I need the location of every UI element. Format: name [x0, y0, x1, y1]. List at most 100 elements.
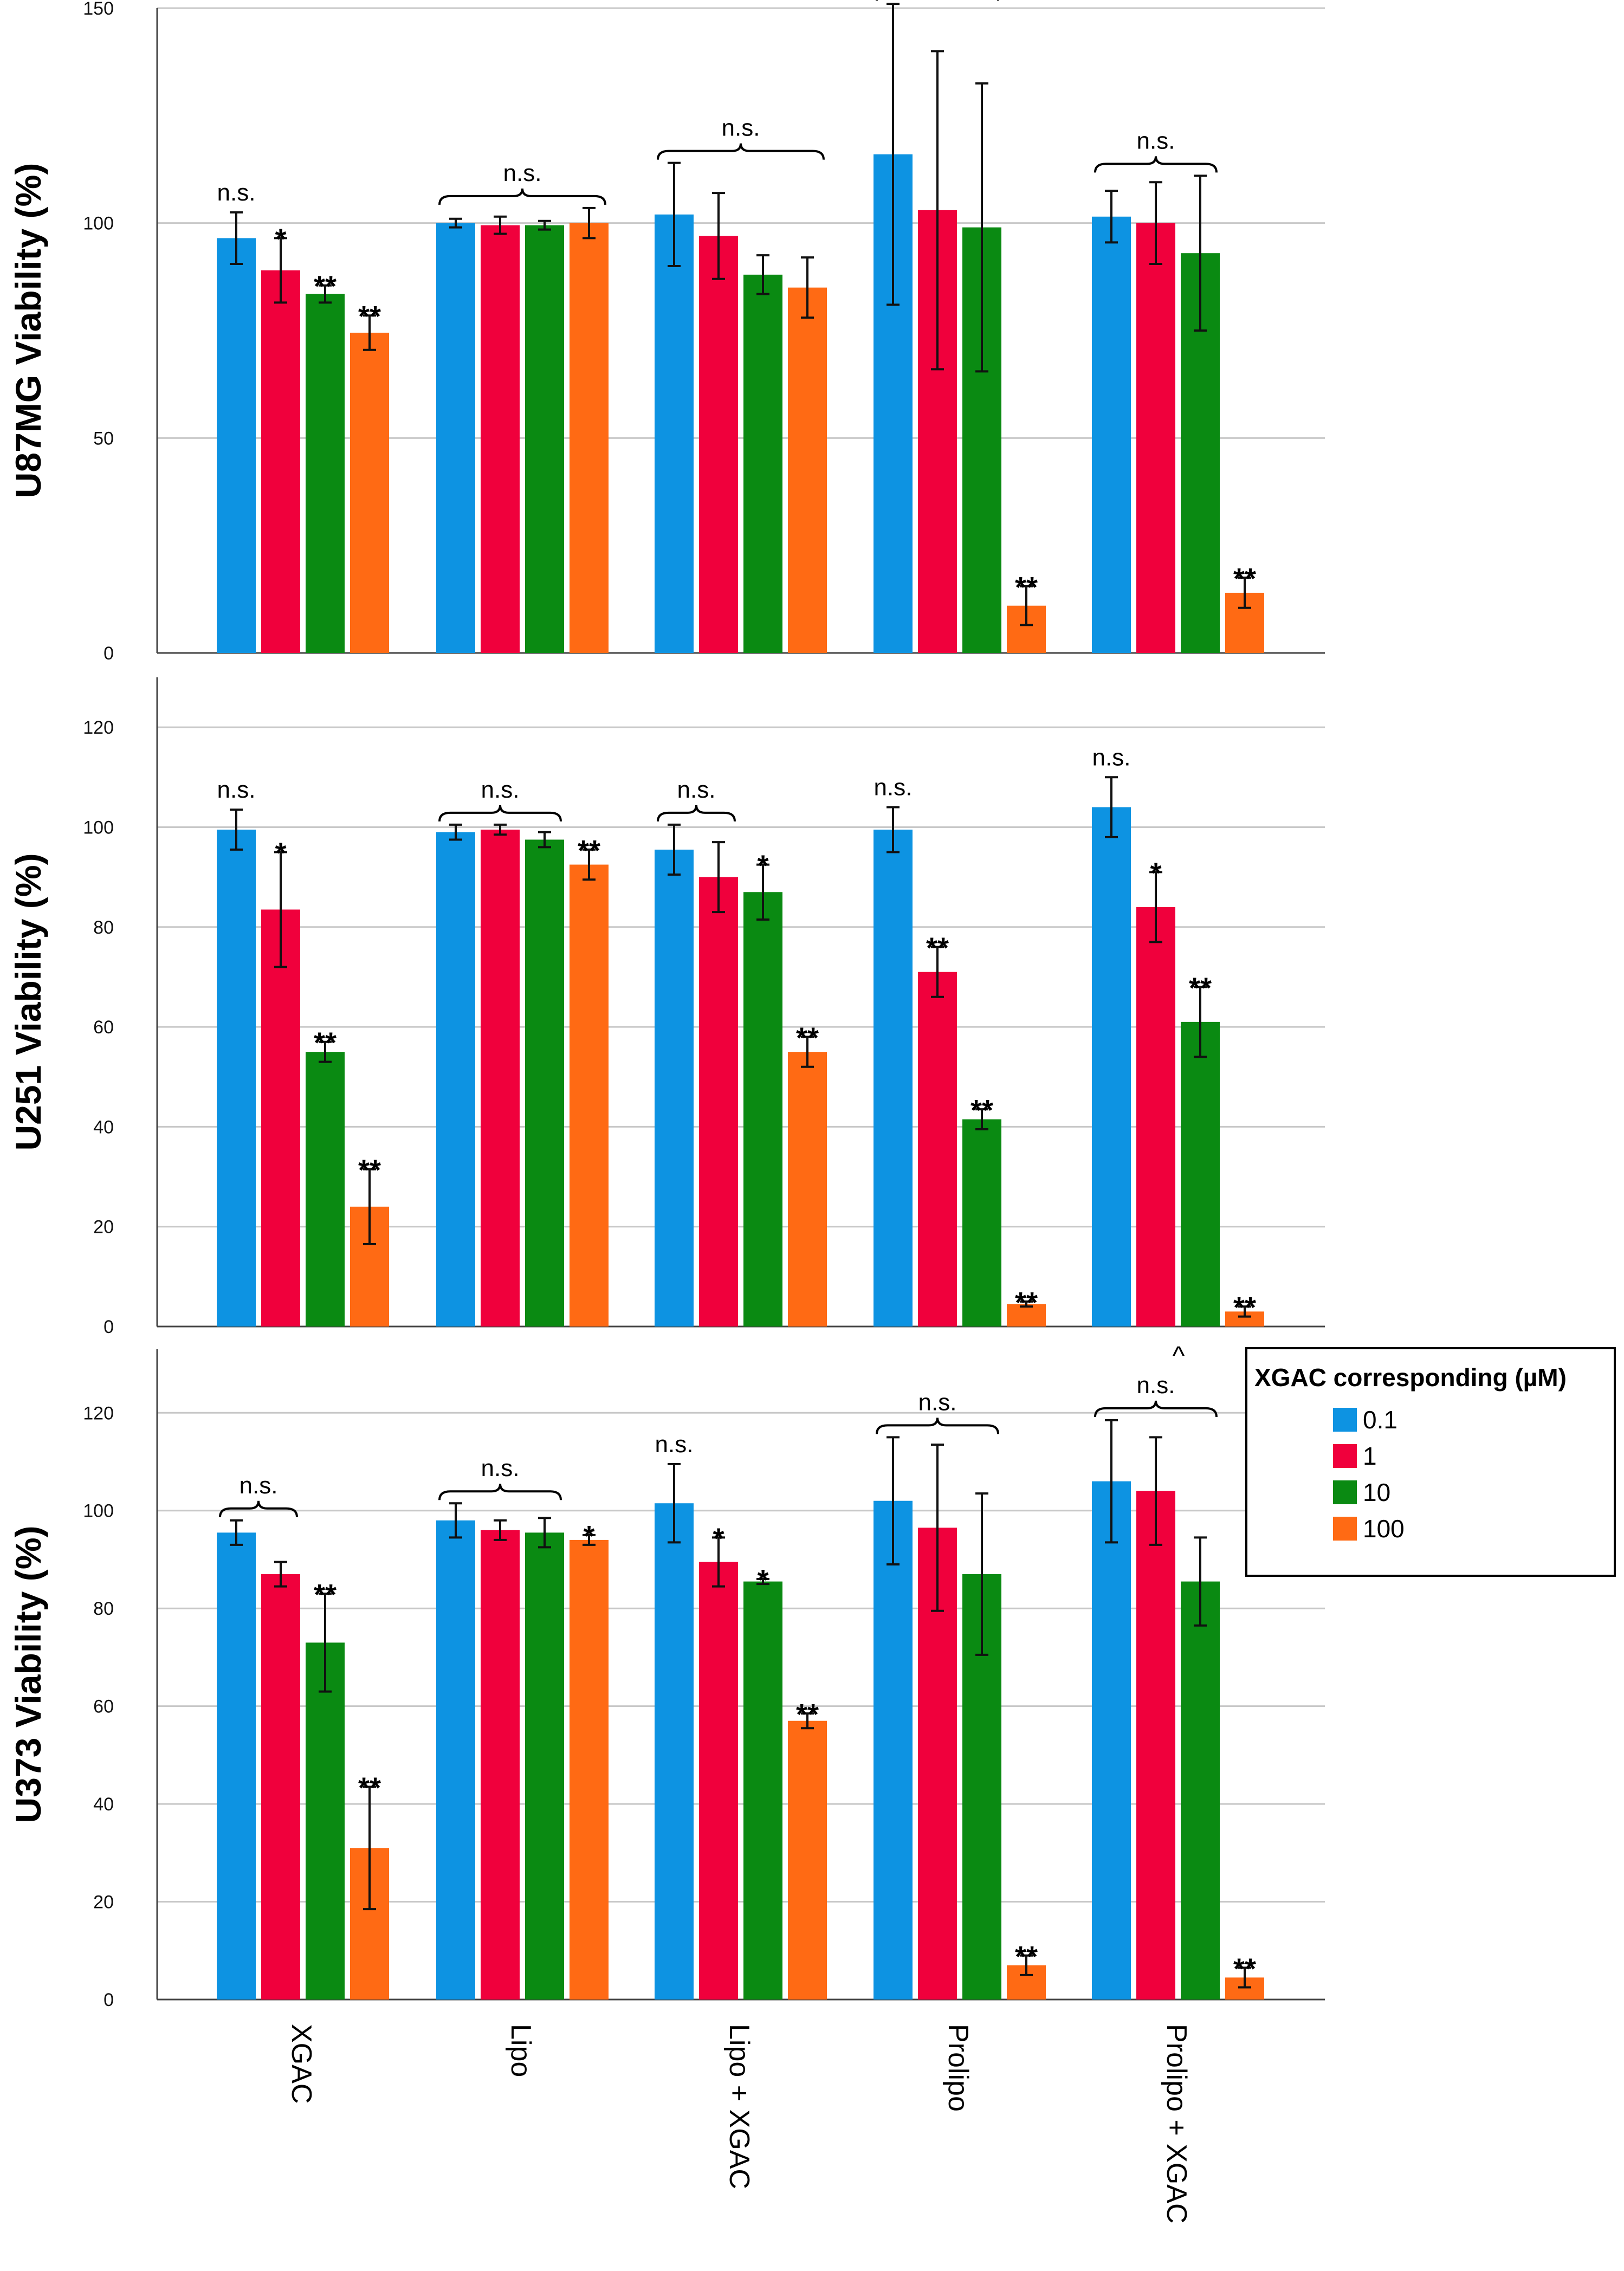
bar — [217, 830, 256, 1327]
bar — [306, 1052, 345, 1327]
bar — [699, 236, 738, 653]
bar — [570, 864, 609, 1327]
bar — [1136, 907, 1175, 1327]
y-tick-label: 40 — [93, 1117, 114, 1137]
significance-label: ** — [314, 1027, 337, 1059]
bar — [481, 1530, 520, 2000]
bar — [1181, 1021, 1220, 1327]
bar — [306, 1642, 345, 2000]
bar — [525, 1532, 564, 2000]
bar — [699, 1562, 738, 2000]
significance-label: ** — [358, 300, 381, 333]
bar — [1092, 216, 1131, 653]
bar — [570, 1539, 609, 2000]
significance-bracket — [1094, 1400, 1218, 1417]
legend-items: 0.1 1 10 100 — [1333, 1406, 1405, 1543]
category-label: Lipo + XGAC — [723, 2024, 755, 2189]
bar — [788, 1720, 827, 2000]
category-label: Lipo — [505, 2024, 536, 2077]
significance-label: ** — [358, 1772, 381, 1804]
legend-label: 100 — [1363, 1515, 1405, 1543]
bar — [1007, 1304, 1046, 1327]
y-tick-label: 20 — [93, 1892, 114, 1913]
y-tick-label: 60 — [93, 1017, 114, 1038]
y-tick-label: 60 — [93, 1697, 114, 1717]
bar — [525, 225, 564, 654]
category-label: Prolipo — [942, 2024, 974, 2112]
significance-label: ** — [314, 270, 337, 303]
bar — [874, 1500, 913, 2000]
significance-label: n.s. — [1137, 127, 1175, 154]
significance-label: * — [583, 1520, 594, 1552]
significance-label: * — [275, 223, 286, 255]
legend-label: 10 — [1363, 1478, 1390, 1506]
bar — [570, 223, 609, 654]
bar — [962, 1119, 1001, 1327]
significance-label: ** — [970, 1094, 993, 1127]
significance-label: * — [757, 1564, 768, 1596]
legend-label: 0.1 — [1363, 1406, 1397, 1434]
significance-label: n.s. — [677, 777, 716, 803]
significance-label: * — [757, 850, 768, 882]
legend-swatch — [1333, 1517, 1357, 1541]
significance-label: ** — [796, 1698, 819, 1731]
significance-label: n.s. — [918, 1389, 957, 1415]
y-tick-label: 0 — [103, 1990, 114, 2010]
legend: XGAC corresponding (µM) 0.1 1 10 100 — [1245, 1347, 1616, 1577]
significance-label: n.s. — [217, 777, 256, 803]
y-tick-label: 80 — [93, 917, 114, 938]
y-tick-label: 0 — [103, 1317, 114, 1337]
significance-label: n.s. — [722, 115, 760, 141]
y-axis-label: U251 Viability (%) — [8, 853, 48, 1151]
y-tick-label: 120 — [83, 717, 114, 738]
bar — [217, 1532, 256, 2000]
significance-label: n.s. — [481, 1455, 520, 1481]
bar — [655, 849, 694, 1327]
significance-label: n.s. — [481, 777, 520, 803]
bar — [306, 294, 345, 653]
bar — [918, 972, 957, 1327]
significance-bracket — [876, 1418, 999, 1434]
significance-label: ** — [578, 834, 600, 867]
legend-title: XGAC corresponding (µM) — [1254, 1363, 1567, 1392]
bar — [217, 238, 256, 653]
y-tick-label: 20 — [93, 1217, 114, 1238]
significance-label: ** — [796, 1022, 819, 1054]
bar — [874, 830, 913, 1327]
legend-label: 1 — [1363, 1442, 1377, 1470]
bar — [436, 1520, 475, 2000]
significance-label: * — [713, 1522, 724, 1555]
bar — [1092, 807, 1131, 1327]
bar — [1092, 1481, 1131, 2000]
significance-label: ** — [1015, 1940, 1038, 1973]
bar — [525, 839, 564, 1327]
significance-label: ** — [1015, 1286, 1038, 1319]
significance-label: n.s. — [655, 1431, 694, 1458]
bar — [261, 1574, 300, 2000]
bar — [743, 892, 782, 1327]
y-tick-label: 100 — [83, 1501, 114, 1522]
bar — [436, 832, 475, 1327]
bar — [481, 225, 520, 654]
bar — [655, 214, 694, 653]
category-axis-labels: XGAC Lipo Lipo + XGAC Prolipo Prolipo + XGAC — [286, 2024, 1192, 2224]
legend-swatch — [1333, 1444, 1357, 1468]
significance-label: * — [1150, 857, 1161, 889]
y-tick-label: 50 — [93, 428, 114, 449]
bar — [261, 909, 300, 1327]
significance-label: ** — [1233, 1291, 1256, 1324]
significance-label: ** — [1015, 571, 1038, 604]
bar — [436, 223, 475, 654]
y-tick-label: 0 — [103, 643, 114, 664]
significance-bracket — [657, 143, 825, 160]
category-label: Prolipo + XGAC — [1161, 2024, 1192, 2224]
significance-label: n.s. — [1137, 1372, 1175, 1399]
y-tick-label: 150 — [83, 0, 114, 19]
bar — [743, 1581, 782, 2000]
y-axis-label: U373 Viability (%) — [8, 1526, 48, 1823]
significance-label: n.s. — [240, 1472, 278, 1499]
significance-label: ** — [1233, 562, 1256, 595]
significance-label: ** — [926, 932, 949, 965]
